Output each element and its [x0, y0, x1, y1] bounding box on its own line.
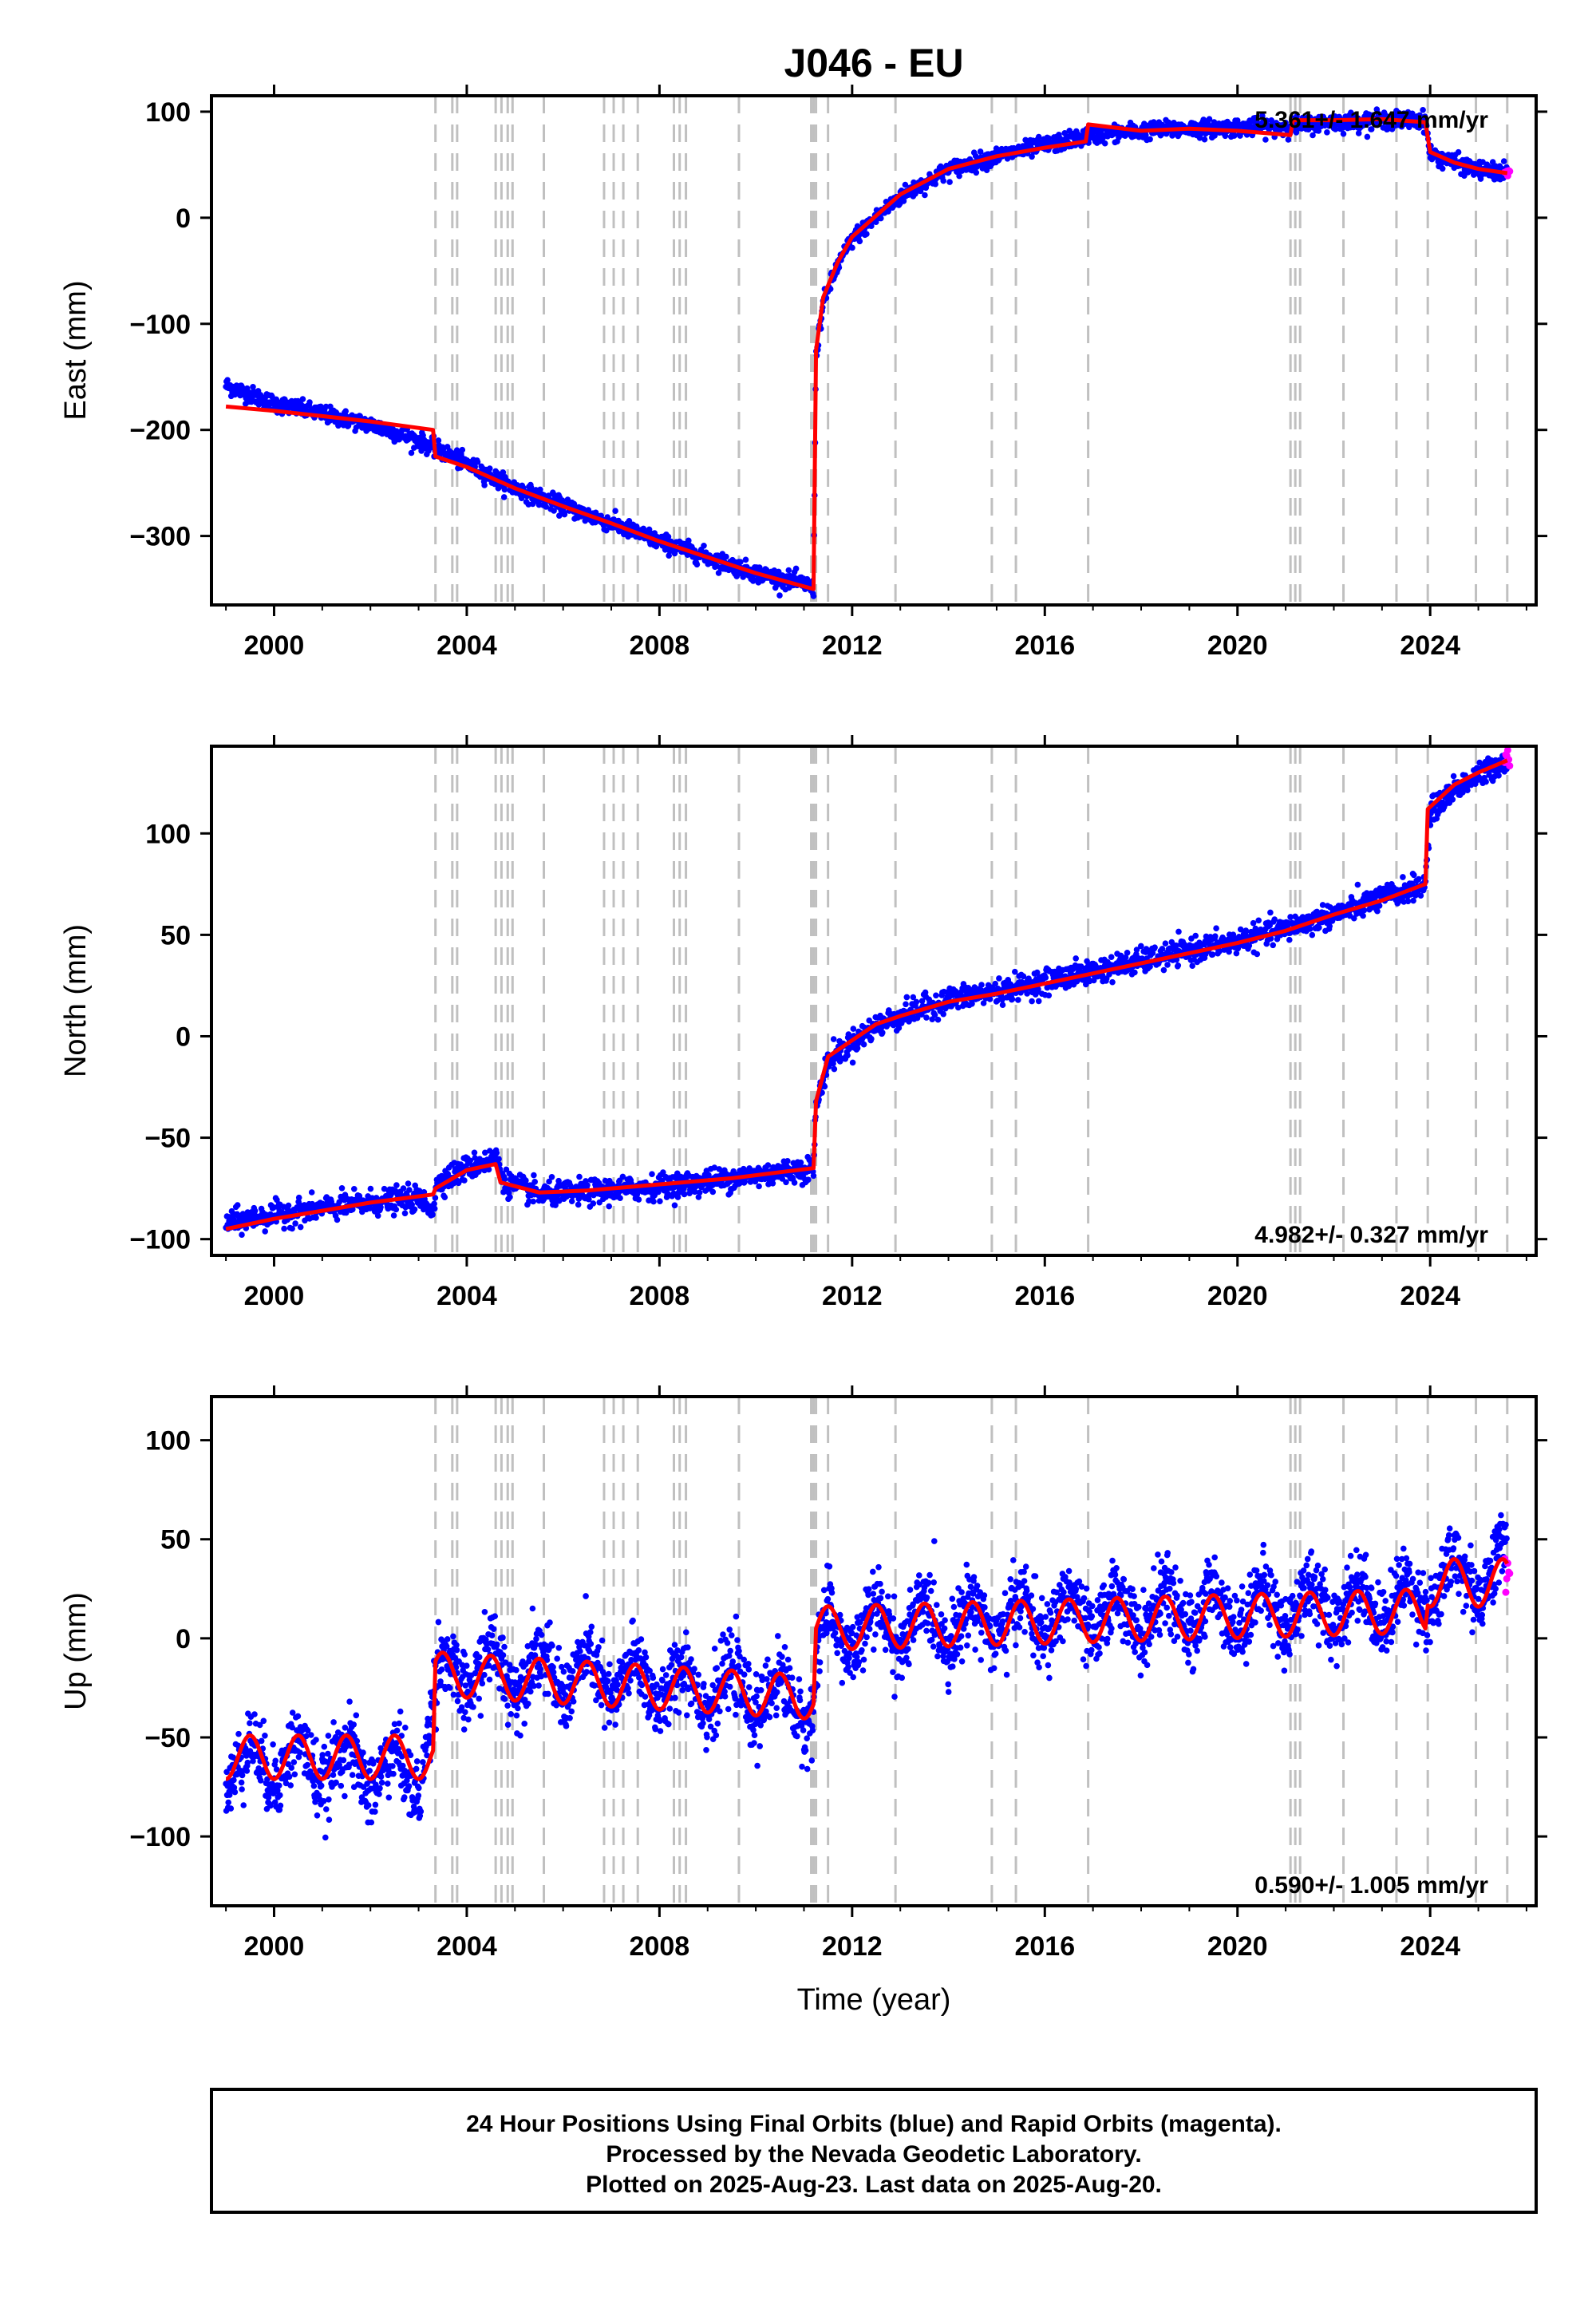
rapid-orbit-point: [1506, 1570, 1514, 1578]
y-axis-label: Up (mm): [59, 1592, 93, 1710]
x-tick-label: 2020: [1207, 1281, 1268, 1311]
x-tick-label: 2012: [822, 1931, 883, 1962]
plot-frame: [210, 745, 1538, 1257]
y-tick-label: 100: [145, 1426, 191, 1456]
x-axis-label: Time (year): [797, 1983, 951, 2017]
velocity-rate-label: 0.590+/- 1.005 mm/yr: [1254, 1872, 1488, 1899]
y-axis-label: North (mm): [59, 924, 93, 1077]
north-panel: 2000 2004 2008 2012 2016 2020 2024 100 50 0 −50 −10…: [59, 735, 1547, 1311]
velocity-rate-label: 5.361+/- 1.647 mm/yr: [1254, 107, 1488, 133]
up-panel: 2000 2004 2008 2012 2016 2020 2024 100 50 0 −50 −10…: [59, 1385, 1547, 2017]
rapid-orbit-point: [1503, 746, 1511, 754]
figure-title: J046 - EU: [784, 41, 963, 85]
y-tick-label: −100: [129, 1822, 191, 1852]
x-tick-label: 2008: [630, 630, 690, 661]
final-orbit-series: [223, 1512, 1511, 1841]
plot-area: [223, 1397, 1514, 1906]
y-tick-label: 100: [145, 819, 191, 849]
x-tick-label: 2004: [437, 1281, 497, 1311]
plot-frame: [210, 1395, 1538, 1907]
y-tick-label: 0: [176, 1022, 191, 1052]
x-tick-label: 2004: [437, 630, 497, 661]
velocity-rate-label: 4.982+/- 0.327 mm/yr: [1254, 1222, 1488, 1248]
final-orbit-points: [223, 752, 1511, 1238]
y-tick-label: 50: [160, 1525, 191, 1555]
y-tick-label: −100: [129, 310, 191, 340]
x-tick-label: 2024: [1400, 1931, 1460, 1962]
y-tick-label: −100: [129, 1225, 191, 1255]
y-tick-label: 0: [176, 204, 191, 234]
x-tick-label: 2000: [244, 1281, 305, 1311]
plot-area: [223, 746, 1514, 1255]
x-tick-label: 2012: [822, 1281, 883, 1311]
rapid-orbit-point: [1506, 762, 1514, 770]
rapid-orbit-point: [1502, 1588, 1510, 1596]
y-axis-label: East (mm): [59, 280, 93, 420]
rapid-orbit-point: [1503, 1575, 1511, 1583]
y-tick-label: 50: [160, 920, 191, 951]
y-tick-label: −300: [129, 522, 191, 552]
x-tick-label: 2012: [822, 630, 883, 661]
y-tick-label: −50: [144, 1723, 191, 1753]
final-orbit-points: [223, 1512, 1511, 1841]
x-tick-label: 2020: [1207, 1931, 1268, 1962]
x-tick-label: 2024: [1400, 1281, 1460, 1311]
east-panel: 2000 2004 2008 2012 2016 2020 2024 100 0 −100 −200…: [59, 85, 1547, 661]
y-tick-label: 100: [145, 97, 191, 128]
x-tick-label: 2020: [1207, 630, 1268, 661]
y-tick-label: −50: [144, 1124, 191, 1154]
final-orbit-series: [223, 752, 1511, 1238]
footer-box: 24 Hour Positions Using Final Orbits (bl…: [210, 2088, 1538, 2214]
model-fit-line: [225, 758, 1508, 1231]
footer-line-3: Plotted on 2025-Aug-23. Last data on 202…: [586, 2172, 1162, 2198]
x-tick-label: 2008: [630, 1281, 690, 1311]
x-tick-label: 2008: [630, 1931, 690, 1962]
x-tick-label: 2016: [1014, 1281, 1075, 1311]
y-tick-label: −200: [129, 416, 191, 446]
x-tick-label: 2000: [244, 1931, 305, 1962]
model-fit-line: [224, 1557, 1509, 1781]
x-tick-label: 2016: [1014, 630, 1075, 661]
x-tick-label: 2000: [244, 630, 305, 661]
rapid-orbit-point: [1506, 168, 1514, 176]
plot-frame: [210, 94, 1538, 607]
x-tick-label: 2024: [1400, 630, 1460, 661]
footer-line-2: Processed by the Nevada Geodetic Laborat…: [606, 2141, 1141, 2168]
model-fit-line: [225, 117, 1508, 591]
plot-area: [223, 96, 1514, 605]
x-tick-label: 2016: [1014, 1931, 1075, 1962]
y-tick-label: 0: [176, 1624, 191, 1654]
footer-line-1: 24 Hour Positions Using Final Orbits (bl…: [466, 2111, 1282, 2137]
x-tick-label: 2004: [437, 1931, 497, 1962]
